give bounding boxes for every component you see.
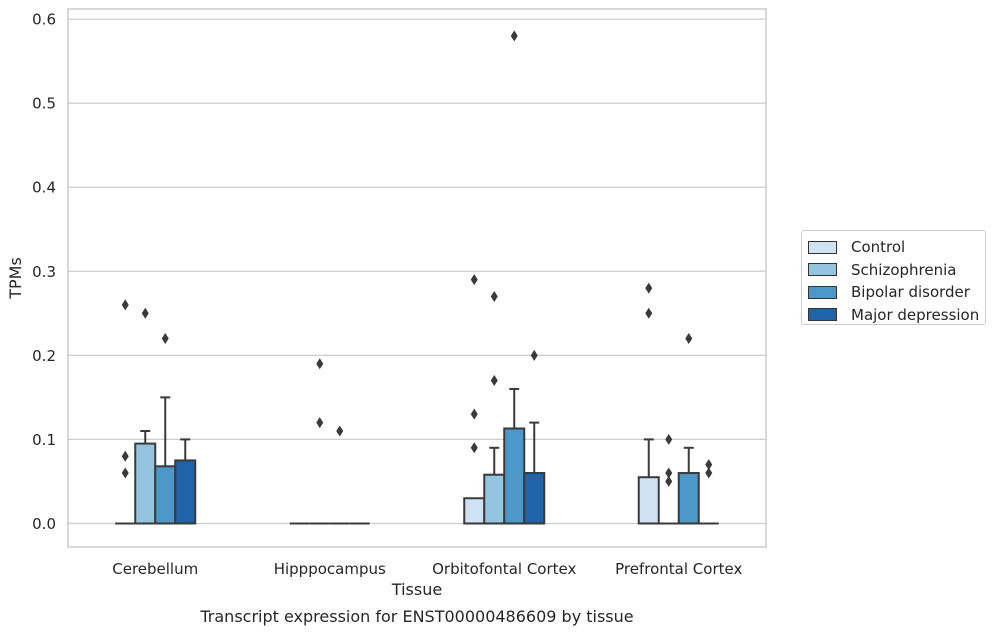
legend-label: Major depression (851, 305, 980, 324)
outlier-point (645, 307, 653, 319)
outlier-point (705, 459, 713, 471)
outlier-point (665, 475, 673, 487)
legend-swatch (808, 308, 837, 322)
outlier-point (530, 349, 538, 361)
outlier-point (470, 274, 478, 286)
y-tick-labels: 0.0 0.1 0.2 0.3 0.4 0.5 0.6 (32, 11, 56, 533)
legend-item: Major depression (808, 304, 985, 327)
x-tick-labels: Cerebellum Hipppocampus Orbitofontal Corte… (112, 560, 742, 578)
legend-swatch (808, 285, 837, 299)
legend-item: Schizophrenia (808, 259, 985, 282)
legend-label: Bipolar disorder (851, 283, 970, 302)
outlier-point (490, 375, 498, 387)
box-body (174, 459, 197, 525)
box-bipolar-disorder (503, 30, 526, 525)
box-body (134, 442, 157, 525)
outlier-point (665, 433, 673, 445)
box-schizophrenia (134, 307, 157, 525)
legend-item: Bipolar disorder (808, 281, 985, 304)
legend: Control Schizophrenia Bipolar disorder Majo… (801, 230, 986, 325)
outlier-point (645, 282, 653, 294)
box-body (523, 472, 546, 525)
box-schizophrenia (658, 433, 679, 525)
box-control (115, 299, 136, 525)
legend-item: Control (808, 236, 985, 259)
box-body (677, 472, 700, 525)
legend-label: Schizophrenia (851, 260, 957, 279)
x-tick-label: Orbitofontal Cortex (432, 560, 576, 578)
outlier-point (490, 290, 498, 302)
outlier-point (121, 450, 129, 462)
box-body (463, 497, 486, 525)
y-tick-label: 0.2 (32, 347, 56, 365)
outlier-point (316, 358, 324, 370)
box-bipolar-disorder (677, 333, 700, 525)
outlier-point (665, 467, 673, 479)
outlier-point (470, 442, 478, 454)
y-tick-label: 0.6 (32, 11, 56, 29)
outlier-point (121, 467, 129, 479)
outlier-point (141, 307, 149, 319)
box-schizophrenia (483, 290, 506, 525)
outlier-point (685, 333, 693, 345)
x-tick-label: Prefrontal Cortex (615, 560, 742, 578)
x-tick-label: Hipppocampus (274, 560, 386, 578)
outlier-point (316, 417, 324, 429)
outlier-point (470, 408, 478, 420)
box-body (154, 465, 177, 525)
y-tick-label: 0.0 (32, 515, 56, 533)
outlier-point (161, 333, 169, 345)
outlier-point (705, 467, 713, 479)
box-schizophrenia (309, 358, 330, 525)
box-control (463, 274, 486, 525)
box-bipolar-disorder (154, 333, 177, 525)
y-tick-label: 0.3 (32, 263, 56, 281)
x-axis-label: Tissue (391, 580, 442, 599)
box-major-depression (698, 459, 719, 525)
box-major-depression (174, 438, 197, 525)
outlier-point (510, 30, 518, 42)
box-body (483, 473, 506, 525)
outlier-point (336, 425, 344, 437)
box-bipolar-disorder (329, 425, 350, 525)
y-tick-label: 0.5 (32, 95, 56, 113)
box-body (637, 476, 660, 525)
legend-swatch (808, 240, 837, 254)
legend-swatch (808, 263, 837, 277)
gridlines (68, 18, 766, 525)
outlier-point (121, 299, 129, 311)
box-control (637, 282, 660, 525)
x-tick-label: Cerebellum (112, 560, 198, 578)
boxes-layer (115, 30, 719, 525)
box-body (503, 427, 526, 525)
plot-frame (67, 8, 767, 548)
box-major-depression (523, 349, 546, 525)
y-tick-label: 0.4 (32, 179, 56, 197)
y-axis-label: TPMs (6, 257, 25, 300)
y-tick-label: 0.1 (32, 431, 56, 449)
legend-label: Control (851, 238, 906, 257)
chart-caption: Transcript expression for ENST0000048660… (199, 607, 633, 626)
